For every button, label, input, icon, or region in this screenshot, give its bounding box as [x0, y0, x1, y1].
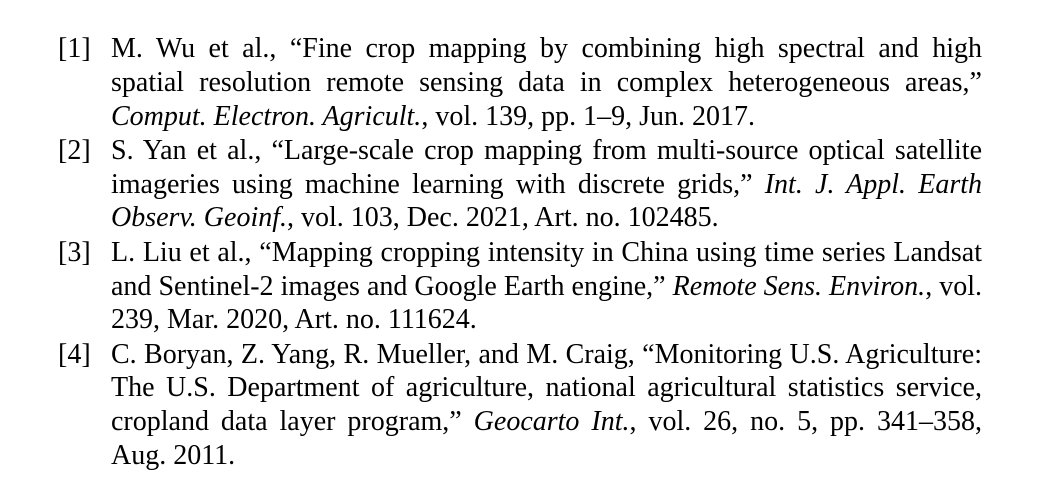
reference-item-2: [2] S. Yan et al., “Large-scale crop map… — [58, 134, 982, 235]
reference-text: S. Yan et al., “Large-scale crop mapping… — [111, 135, 982, 234]
reference-number: [2] — [58, 134, 91, 166]
reference-venue: Int. J. Appl. Earth Observ. Geoinf. — [111, 168, 983, 234]
reference-details: , vol. 239, Mar. 2020, Art. no. 111624. — [111, 270, 983, 336]
reference-text: C. Boryan, Z. Yang, R. Mueller, and M. C… — [111, 339, 982, 471]
reference-authors-title: M. Wu et al., “Fine crop mapping by comb… — [111, 33, 982, 98]
reference-authors-title: L. Liu et al., “Mapping cropping intensi… — [111, 236, 982, 302]
reference-number: [3] — [58, 236, 91, 268]
reference-venue: Geocarto Int. — [473, 406, 630, 438]
reference-item-1: [1] M. Wu et al., “Fine crop mapping by … — [58, 32, 982, 133]
reference-text: M. Wu et al., “Fine crop mapping by comb… — [111, 33, 982, 132]
reference-venue: Comput. Electron. Agricult. — [111, 100, 422, 132]
reference-list: [1] M. Wu et al., “Fine crop mapping by … — [58, 32, 982, 473]
reference-authors-title: C. Boryan, Z. Yang, R. Mueller, and M. C… — [111, 338, 982, 438]
reference-text: L. Liu et al., “Mapping cropping intensi… — [111, 237, 982, 336]
reference-details: , vol. 139, pp. 1–9, Jun. 2017. — [421, 100, 755, 132]
reference-number: [4] — [58, 338, 91, 370]
reference-authors-title: S. Yan et al., “Large-scale crop mapping… — [111, 134, 982, 200]
reference-item-4: [4] C. Boryan, Z. Yang, R. Mueller, and … — [58, 338, 982, 473]
reference-details: , vol. 103, Dec. 2021, Art. no. 102485. — [287, 202, 719, 234]
reference-venue: Remote Sens. Environ. — [672, 270, 926, 302]
reference-number: [1] — [58, 33, 91, 64]
reference-details: , vol. 26, no. 5, pp. 341–358, Aug. 2011… — [111, 406, 982, 472]
reference-item-3: [3] L. Liu et al., “Mapping cropping int… — [58, 236, 982, 337]
